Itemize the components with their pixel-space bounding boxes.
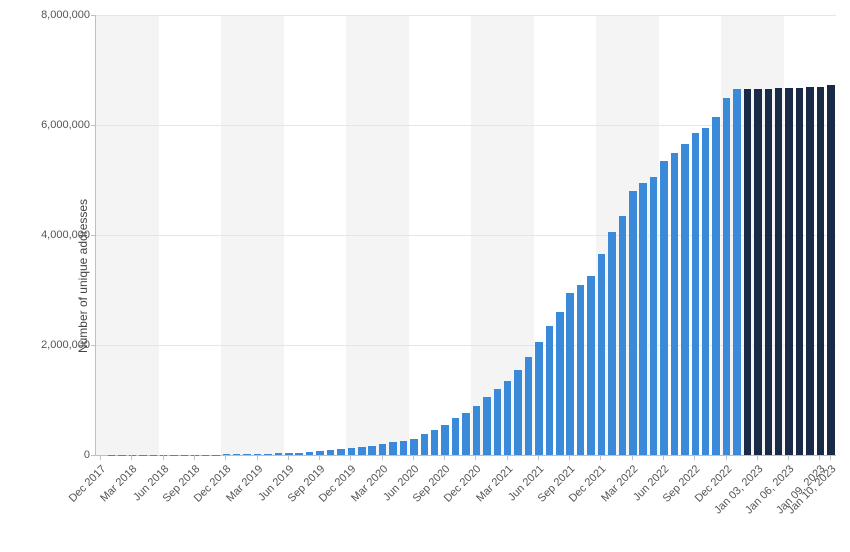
bar[interactable] [494, 389, 502, 455]
bar[interactable] [577, 285, 585, 456]
bar[interactable] [348, 448, 356, 455]
bar[interactable] [629, 191, 637, 455]
x-tick-mark [257, 455, 258, 460]
x-tick-mark [444, 455, 445, 460]
x-tick-mark [350, 455, 351, 460]
bar[interactable] [692, 133, 700, 455]
x-axis-labels: Dec 2017Mar 2018Jun 2018Sep 2018Dec 2018… [95, 455, 835, 545]
bar[interactable] [462, 413, 470, 455]
x-tick-mark [788, 455, 789, 460]
bar[interactable] [358, 447, 366, 455]
bar[interactable] [566, 293, 574, 455]
x-tick-mark [600, 455, 601, 460]
chart-container: Number of unique addresses 02,000,0004,0… [0, 0, 850, 552]
y-tick-label: 8,000,000 [41, 9, 90, 21]
gridline [96, 15, 836, 16]
x-tick-mark [131, 455, 132, 460]
x-tick-mark [694, 455, 695, 460]
bar[interactable] [410, 439, 418, 456]
bar[interactable] [598, 254, 606, 455]
bar[interactable] [421, 434, 429, 455]
bar[interactable] [671, 153, 679, 456]
bar[interactable] [431, 430, 439, 455]
y-tick-label: 2,000,000 [41, 339, 90, 351]
x-tick-mark [163, 455, 164, 460]
x-tick-mark [225, 455, 226, 460]
bar[interactable] [379, 444, 387, 455]
bar[interactable] [754, 89, 762, 455]
bar[interactable] [827, 85, 835, 455]
bar[interactable] [702, 128, 710, 455]
bar[interactable] [441, 425, 449, 455]
x-tick-mark [757, 455, 758, 460]
bar[interactable] [546, 326, 554, 455]
bar[interactable] [796, 88, 804, 455]
x-tick-mark [632, 455, 633, 460]
bar[interactable] [400, 441, 408, 455]
x-tick-mark [194, 455, 195, 460]
x-tick-mark [830, 455, 831, 460]
bar[interactable] [775, 88, 783, 455]
x-tick-mark [507, 455, 508, 460]
bar[interactable] [650, 177, 658, 455]
x-tick-mark [819, 455, 820, 460]
bar[interactable] [556, 312, 564, 455]
bar[interactable] [639, 183, 647, 455]
x-tick-mark [288, 455, 289, 460]
bar[interactable] [712, 117, 720, 455]
bar[interactable] [535, 342, 543, 455]
y-tick-label: 0 [84, 449, 90, 461]
bar[interactable] [660, 161, 668, 455]
bar[interactable] [785, 88, 793, 455]
bar[interactable] [473, 406, 481, 456]
bar[interactable] [744, 89, 752, 455]
x-tick-mark [663, 455, 664, 460]
y-tick-mark [91, 125, 96, 126]
x-tick-mark [100, 455, 101, 460]
bar[interactable] [504, 381, 512, 455]
y-tick-label: 4,000,000 [41, 229, 90, 241]
x-tick-mark [319, 455, 320, 460]
bar[interactable] [514, 370, 522, 455]
y-tick-mark [91, 15, 96, 16]
y-tick-mark [91, 345, 96, 346]
x-tick-mark [475, 455, 476, 460]
bar[interactable] [619, 216, 627, 455]
bar[interactable] [525, 357, 533, 455]
y-axis-title: Number of unique addresses [76, 199, 90, 353]
bar[interactable] [483, 397, 491, 455]
bar[interactable] [587, 276, 595, 455]
bar[interactable] [452, 418, 460, 455]
plot-area: 02,000,0004,000,0006,000,0008,000,000 [95, 15, 836, 456]
bar[interactable] [806, 87, 814, 455]
bar[interactable] [817, 87, 825, 455]
x-tick-mark [413, 455, 414, 460]
x-tick-mark [382, 455, 383, 460]
bar[interactable] [765, 89, 773, 455]
y-tick-label: 6,000,000 [41, 119, 90, 131]
bar[interactable] [389, 442, 397, 455]
bar[interactable] [608, 232, 616, 455]
bar[interactable] [733, 89, 741, 455]
bar[interactable] [681, 144, 689, 455]
y-tick-mark [91, 235, 96, 236]
bar[interactable] [723, 98, 731, 456]
bar[interactable] [368, 446, 376, 455]
x-tick-mark [569, 455, 570, 460]
x-tick-mark [538, 455, 539, 460]
x-tick-mark [726, 455, 727, 460]
